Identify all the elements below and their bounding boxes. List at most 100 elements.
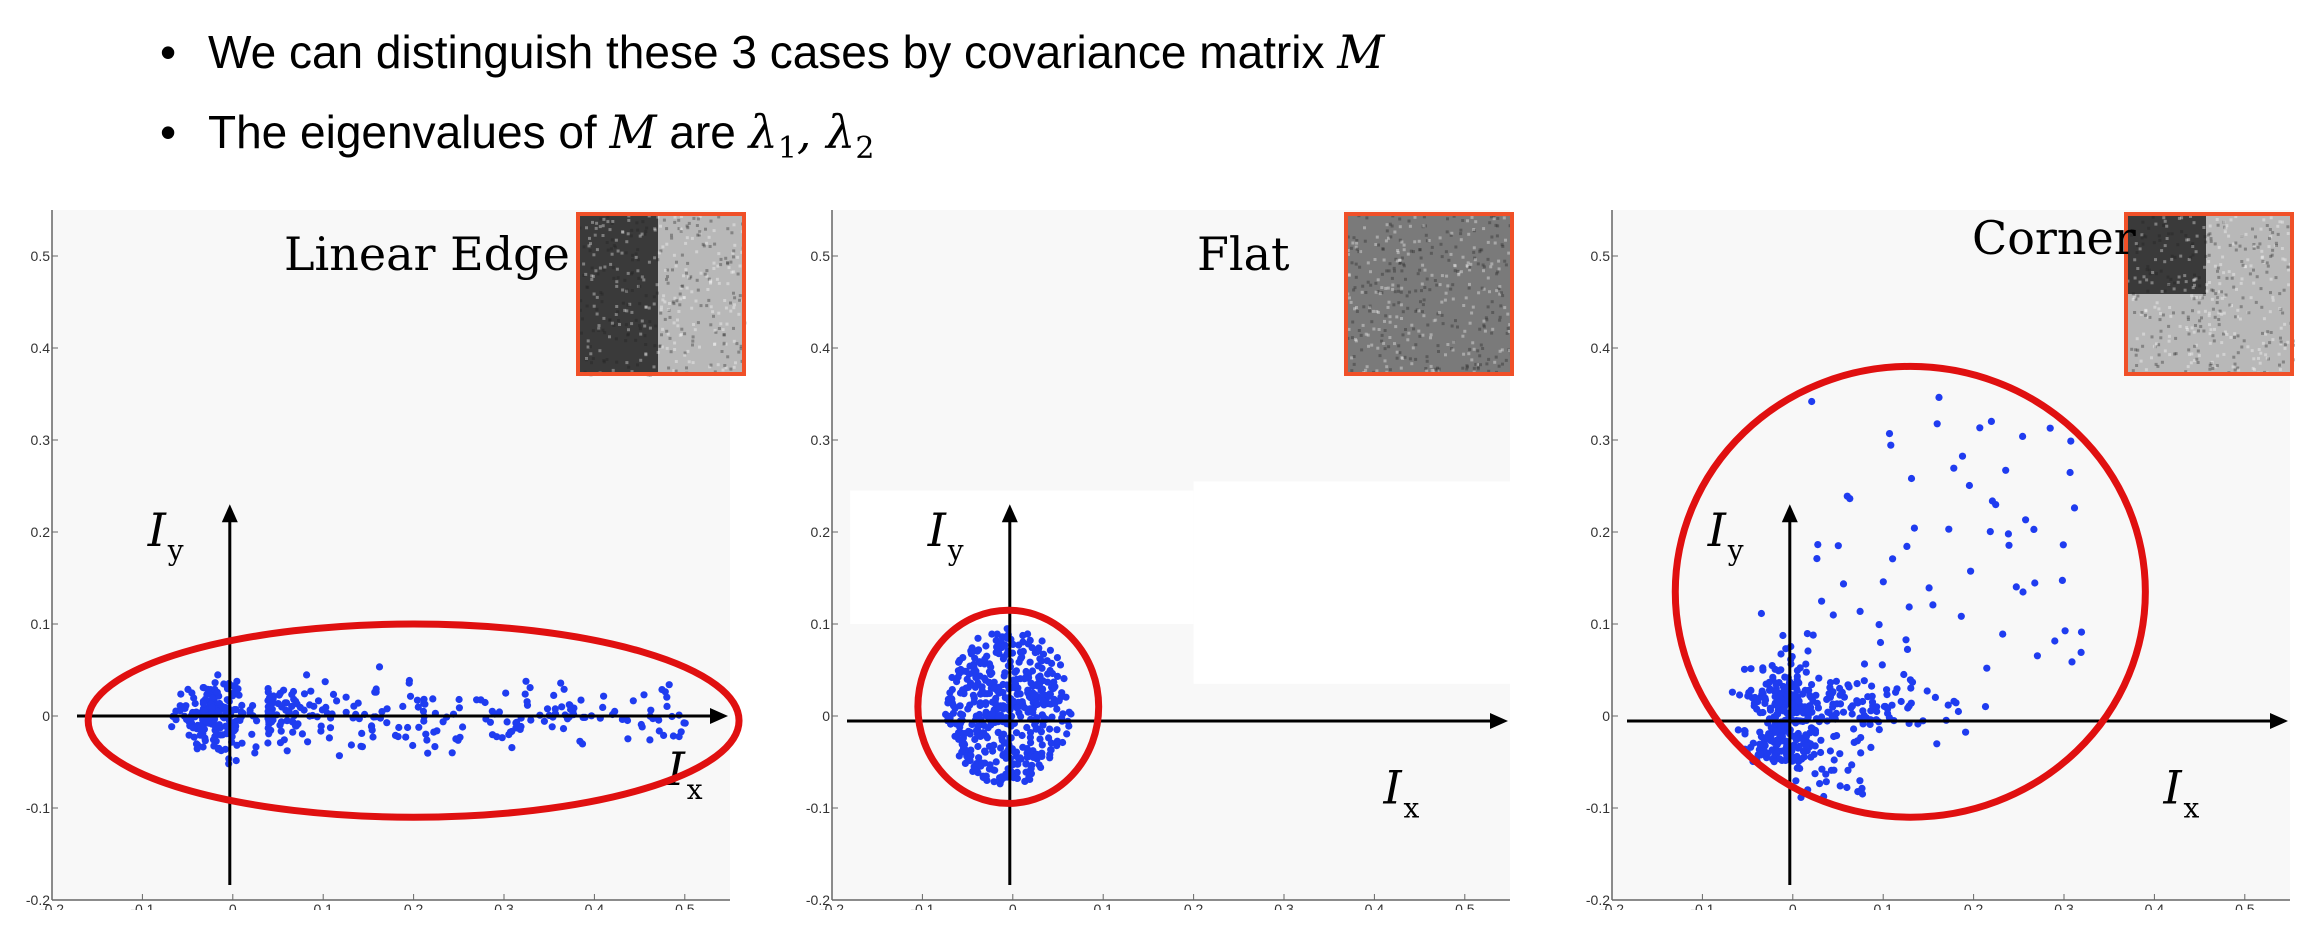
thumbnail-grain (1398, 217, 1402, 221)
thumbnail-grain (2155, 301, 2159, 305)
data-point (1740, 727, 1749, 735)
thumbnail-grain (627, 365, 631, 369)
thumbnail-grain (630, 228, 634, 232)
data-point (383, 719, 391, 727)
thumbnail-grain (1498, 285, 1502, 289)
thumbnail-grain (2197, 301, 2201, 305)
thumbnail-grain (595, 307, 599, 311)
data-point (1038, 637, 1046, 645)
data-point (1773, 749, 1781, 757)
thumbnail-grain (590, 266, 594, 270)
data-point (1035, 644, 1043, 652)
data-point (1059, 710, 1067, 718)
data-point (953, 678, 961, 686)
thumbnail-grain (673, 348, 677, 351)
thumbnail-grain (2242, 339, 2246, 343)
data-point (391, 731, 400, 740)
thumbnail-grain (1383, 329, 1387, 332)
thumbnail-grain (2155, 272, 2158, 276)
thumbnail-grain (1436, 312, 1440, 316)
thumbnail-grain (1494, 355, 1498, 359)
data-point (964, 683, 973, 691)
thumbnail-grain (2144, 368, 2148, 372)
data-point (985, 660, 994, 668)
data-point (502, 689, 510, 697)
thumbnail-grain (602, 359, 606, 363)
thumbnail-grain (1391, 283, 1395, 287)
thumbnail-grain (2186, 315, 2190, 319)
data-point (1965, 481, 1973, 490)
data-point (970, 660, 978, 669)
thumbnail-grain (2236, 351, 2240, 355)
thumbnail-grain (591, 357, 595, 360)
thumbnail-grain (623, 308, 627, 312)
thumbnail-grain (695, 250, 699, 254)
thumbnail-grain (1473, 258, 1477, 262)
thumbnail-grain (1412, 327, 1416, 331)
thumbnail-grain (2259, 227, 2263, 231)
thumbnail-grain (2279, 336, 2282, 340)
data-point (296, 703, 304, 712)
thumbnail-grain (1501, 362, 1504, 366)
thumbnail-grain (648, 320, 652, 324)
thumbnail-grain (1478, 327, 1482, 331)
thumbnail-grain (2274, 241, 2278, 245)
thumbnail-grain (712, 314, 715, 318)
thumbnail-grain (2240, 234, 2244, 238)
thumbnail-grain (2134, 353, 2138, 357)
thumbnail-grain (1385, 229, 1389, 233)
thumbnail-grain (1438, 311, 1441, 315)
thumbnail-grain (667, 308, 671, 312)
thumbnail-grain (2154, 222, 2158, 226)
thumbnail-grain (2271, 338, 2275, 342)
data-point (1836, 782, 1844, 790)
data-point (1792, 683, 1800, 691)
y-tick-label: 0 (1602, 708, 1610, 724)
thumbnail-grain (1424, 367, 1428, 370)
thumbnail-grain (1374, 243, 1378, 246)
thumbnail-grain (661, 327, 665, 331)
y-tick-label: 0.5 (811, 248, 831, 264)
thumbnail-grain (682, 296, 686, 300)
x-axis-arrowhead (710, 708, 728, 724)
thumbnail-grain (676, 324, 680, 328)
data-point (1897, 697, 1905, 706)
white-patch (850, 490, 1194, 624)
thumbnail-grain (1353, 286, 1357, 290)
bullet-1: • We can distinguish these 3 cases by co… (160, 22, 1384, 102)
thumbnail-grain (2208, 363, 2212, 367)
thumbnail-grain (709, 363, 713, 367)
data-point (448, 749, 456, 757)
thumbnail-grain (1401, 333, 1405, 337)
thumbnail-grain (674, 369, 678, 373)
thumbnail-grain (2167, 334, 2171, 338)
data-point (1836, 691, 1844, 699)
thumbnail-grain (2168, 306, 2172, 309)
thumbnail-grain (1413, 215, 1417, 219)
thumbnail-grain (2208, 332, 2212, 336)
thumbnail-grain (1370, 320, 1374, 324)
data-point (414, 703, 422, 711)
data-point (1779, 706, 1787, 714)
thumbnail-grain (2217, 318, 2221, 321)
thumbnail-grain (2183, 288, 2187, 292)
data-point (2070, 504, 2079, 512)
thumbnail-grain (2141, 242, 2145, 246)
data-point (527, 716, 535, 724)
thumbnail-grain (1481, 347, 1485, 350)
thumbnail-grain (653, 227, 657, 231)
thumbnail-grain (2233, 362, 2237, 366)
data-point (1029, 753, 1038, 762)
data-point (1019, 631, 1027, 640)
thumbnail-grain (1388, 336, 1392, 339)
thumbnail-grain (730, 231, 734, 235)
thumbnail-grain (631, 258, 634, 262)
data-point (1728, 688, 1736, 696)
thumbnail-grain (2187, 348, 2191, 352)
thumbnail-grain (621, 288, 625, 292)
data-point (1024, 640, 1032, 648)
thumbnail-grain (2252, 244, 2256, 248)
thumbnail-grain (2228, 243, 2232, 247)
thumbnail-grain (2218, 282, 2222, 286)
thumbnail-grain (2146, 289, 2150, 293)
